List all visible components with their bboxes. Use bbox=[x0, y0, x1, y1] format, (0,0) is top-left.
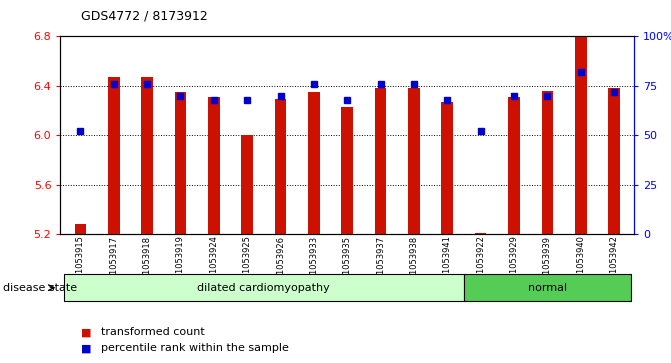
Bar bbox=[608, 88, 620, 234]
Bar bbox=[442, 102, 453, 234]
Bar bbox=[64, 274, 464, 301]
Text: disease state: disease state bbox=[3, 283, 77, 293]
Bar bbox=[208, 97, 219, 234]
Bar bbox=[541, 91, 553, 234]
Text: dilated cardiomyopathy: dilated cardiomyopathy bbox=[197, 283, 330, 293]
Bar bbox=[464, 274, 631, 301]
Bar bbox=[508, 97, 520, 234]
Bar bbox=[408, 88, 420, 234]
Text: transformed count: transformed count bbox=[101, 327, 205, 337]
Bar bbox=[475, 233, 486, 234]
Bar bbox=[142, 77, 153, 234]
Bar bbox=[242, 135, 253, 234]
Text: percentile rank within the sample: percentile rank within the sample bbox=[101, 343, 289, 354]
Text: GDS4772 / 8173912: GDS4772 / 8173912 bbox=[81, 9, 207, 22]
Bar bbox=[108, 77, 119, 234]
Bar bbox=[375, 88, 386, 234]
Bar bbox=[308, 92, 319, 234]
Bar bbox=[575, 36, 586, 234]
Bar bbox=[274, 99, 287, 234]
Text: ■: ■ bbox=[81, 343, 91, 354]
Bar bbox=[74, 224, 87, 234]
Text: ■: ■ bbox=[81, 327, 91, 337]
Bar bbox=[174, 92, 187, 234]
Text: normal: normal bbox=[528, 283, 567, 293]
Bar bbox=[342, 107, 353, 234]
